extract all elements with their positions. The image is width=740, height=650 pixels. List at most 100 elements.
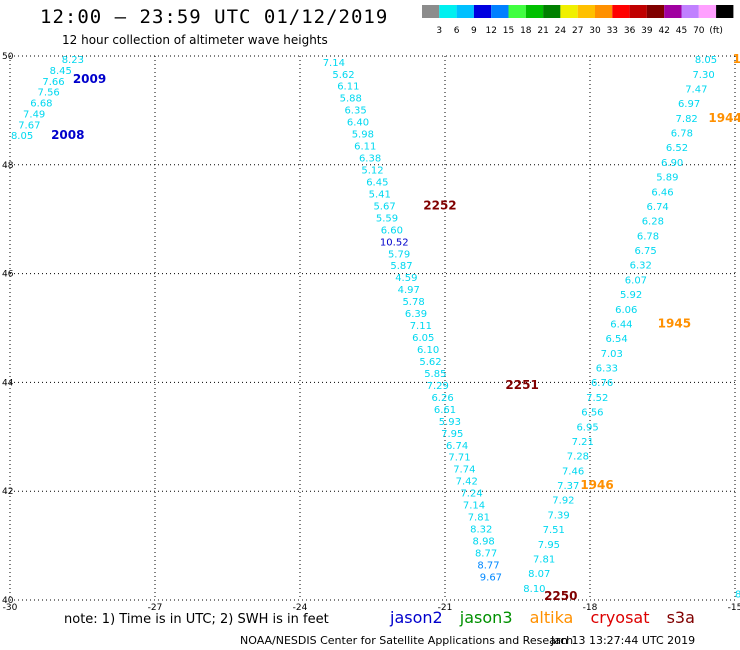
- scale-swatch: [422, 5, 440, 18]
- scale-label: 70: [693, 26, 705, 36]
- swh-value: 5.93: [439, 417, 461, 428]
- swh-value: 7.03: [601, 349, 623, 360]
- satellite-legend: jason2 jason3 altika cryosat s3a: [390, 608, 707, 627]
- swh-value: 6.26: [431, 393, 453, 404]
- scale-label: 6: [454, 26, 460, 36]
- swh-value: 5.67: [373, 201, 395, 212]
- swh-value: 7.81: [533, 554, 555, 565]
- swh-value: 8.77: [475, 548, 497, 559]
- footer-credit: NOAA/NESDIS Center for Satellite Applica…: [240, 634, 574, 647]
- swh-value: 7.30: [692, 70, 714, 81]
- y-tick-label: 46: [2, 270, 14, 280]
- swh-value: 6.74: [647, 202, 669, 213]
- swh-value: 6.45: [366, 177, 388, 188]
- swh-value: 6.07: [625, 275, 647, 286]
- x-tick-label: -18: [583, 603, 598, 610]
- scale-swatch: [612, 5, 630, 18]
- swh-value: 8.05: [695, 55, 717, 66]
- satellite-altika: altika: [529, 608, 574, 627]
- scale-label: 27: [572, 26, 583, 36]
- scale-swatch: [560, 5, 578, 18]
- note-text: note: 1) Time is in UTC; 2) SWH is in fe…: [64, 612, 329, 627]
- scale-swatch: [646, 5, 665, 18]
- y-tick-label: 48: [2, 161, 14, 171]
- swh-value: 5.78: [402, 297, 424, 308]
- scale-swatch: [629, 5, 647, 18]
- x-tick-label: -30: [3, 603, 18, 610]
- swh-value: 7.67: [18, 120, 40, 131]
- swh-value: 5.88: [340, 94, 362, 105]
- swh-value: 5.98: [352, 130, 374, 141]
- y-tick-label: 50: [2, 52, 14, 62]
- pass-time-label: 2252: [423, 198, 456, 212]
- swh-value: 6.60: [381, 225, 403, 236]
- x-tick-label: -27: [148, 603, 163, 610]
- swh-value: 7.66: [42, 77, 64, 88]
- swh-value: 7.39: [547, 510, 569, 521]
- wave-height-map: -30 -27 -24 -21 -18 -155048464442408.238.457.…: [2, 52, 740, 610]
- scale-label: 42: [658, 26, 669, 36]
- map-title: 12:00 — 23:59 UTC 01/12/2019: [40, 6, 389, 28]
- scale-label: 30: [589, 26, 601, 36]
- y-tick-label: 42: [2, 487, 13, 497]
- swh-value: 6.68: [30, 99, 52, 110]
- pass-time-label: 1945: [658, 316, 691, 330]
- swh-value: 7.56: [38, 88, 60, 99]
- swh-value: 7.95: [441, 429, 463, 440]
- swh-value: 6.28: [642, 217, 664, 228]
- scale-swatch: [664, 5, 682, 18]
- swh-value: 6.32: [630, 261, 652, 272]
- swh-value: 7.29: [427, 381, 449, 392]
- scale-label: 21: [537, 26, 548, 36]
- swh-value: 5.89: [656, 173, 678, 184]
- swh-value: 5.92: [620, 290, 642, 301]
- pass-time-label: 2250: [544, 589, 577, 603]
- scale-label: 12: [485, 26, 496, 36]
- pass-time-label: 2009: [73, 72, 106, 86]
- scale-label: (ft): [709, 26, 723, 36]
- swh-value: 8.77: [477, 560, 499, 571]
- swh-value: 6.33: [596, 364, 618, 375]
- swh-value: 7.51: [543, 525, 565, 536]
- swh-value: 6.56: [581, 408, 603, 419]
- swh-value: 6.90: [661, 158, 683, 169]
- pass-time-label: 1946: [580, 478, 613, 492]
- y-tick-label: 44: [2, 378, 14, 388]
- swh-value: 7.37: [557, 481, 579, 492]
- swh-value: 7.52: [586, 393, 608, 404]
- swh-value: 6.44: [610, 319, 632, 330]
- swh-value: 8.32: [470, 525, 492, 536]
- swh-value: 7.14: [323, 58, 345, 69]
- swh-value: 5.41: [369, 189, 391, 200]
- map-subtitle: 12 hour collection of altimeter wave hei…: [62, 33, 328, 47]
- scale-swatch: [577, 5, 595, 18]
- swh-value: 6.78: [637, 231, 659, 242]
- swh-value: 4.59: [395, 273, 417, 284]
- pass-time-label: 1943: [733, 52, 740, 66]
- x-tick-label: -21: [438, 603, 453, 610]
- swh-value: 6.74: [446, 441, 468, 452]
- swh-value: 6.61: [434, 405, 456, 416]
- swh-value: 6.05: [412, 333, 434, 344]
- scale-label: 33: [607, 26, 618, 36]
- scale-swatch: [473, 5, 492, 18]
- swh-value: 6.38: [359, 154, 381, 165]
- swh-value: 7.42: [456, 477, 478, 488]
- scale-label: 24: [555, 26, 567, 36]
- pass-time-label: 2251: [505, 378, 538, 392]
- swh-value: 6.75: [634, 246, 656, 257]
- x-tick-label: -24: [293, 603, 308, 610]
- scale-swatch: [439, 5, 457, 18]
- swh-value: 7.71: [448, 453, 470, 464]
- swh-value: 6.54: [605, 334, 627, 345]
- swh-value: 7.21: [572, 437, 594, 448]
- swh-value: 5.85: [424, 369, 446, 380]
- swh-value: 8.05: [11, 131, 33, 142]
- swh-value: 6.78: [671, 129, 693, 140]
- pass-time-label: 2008: [51, 128, 84, 142]
- satellite-jason3: jason3: [459, 608, 513, 627]
- swh-value: 7.82: [676, 114, 698, 125]
- scale-swatch: [491, 5, 509, 18]
- scale-label: 45: [676, 26, 687, 36]
- swh-value: 8.98: [473, 537, 495, 548]
